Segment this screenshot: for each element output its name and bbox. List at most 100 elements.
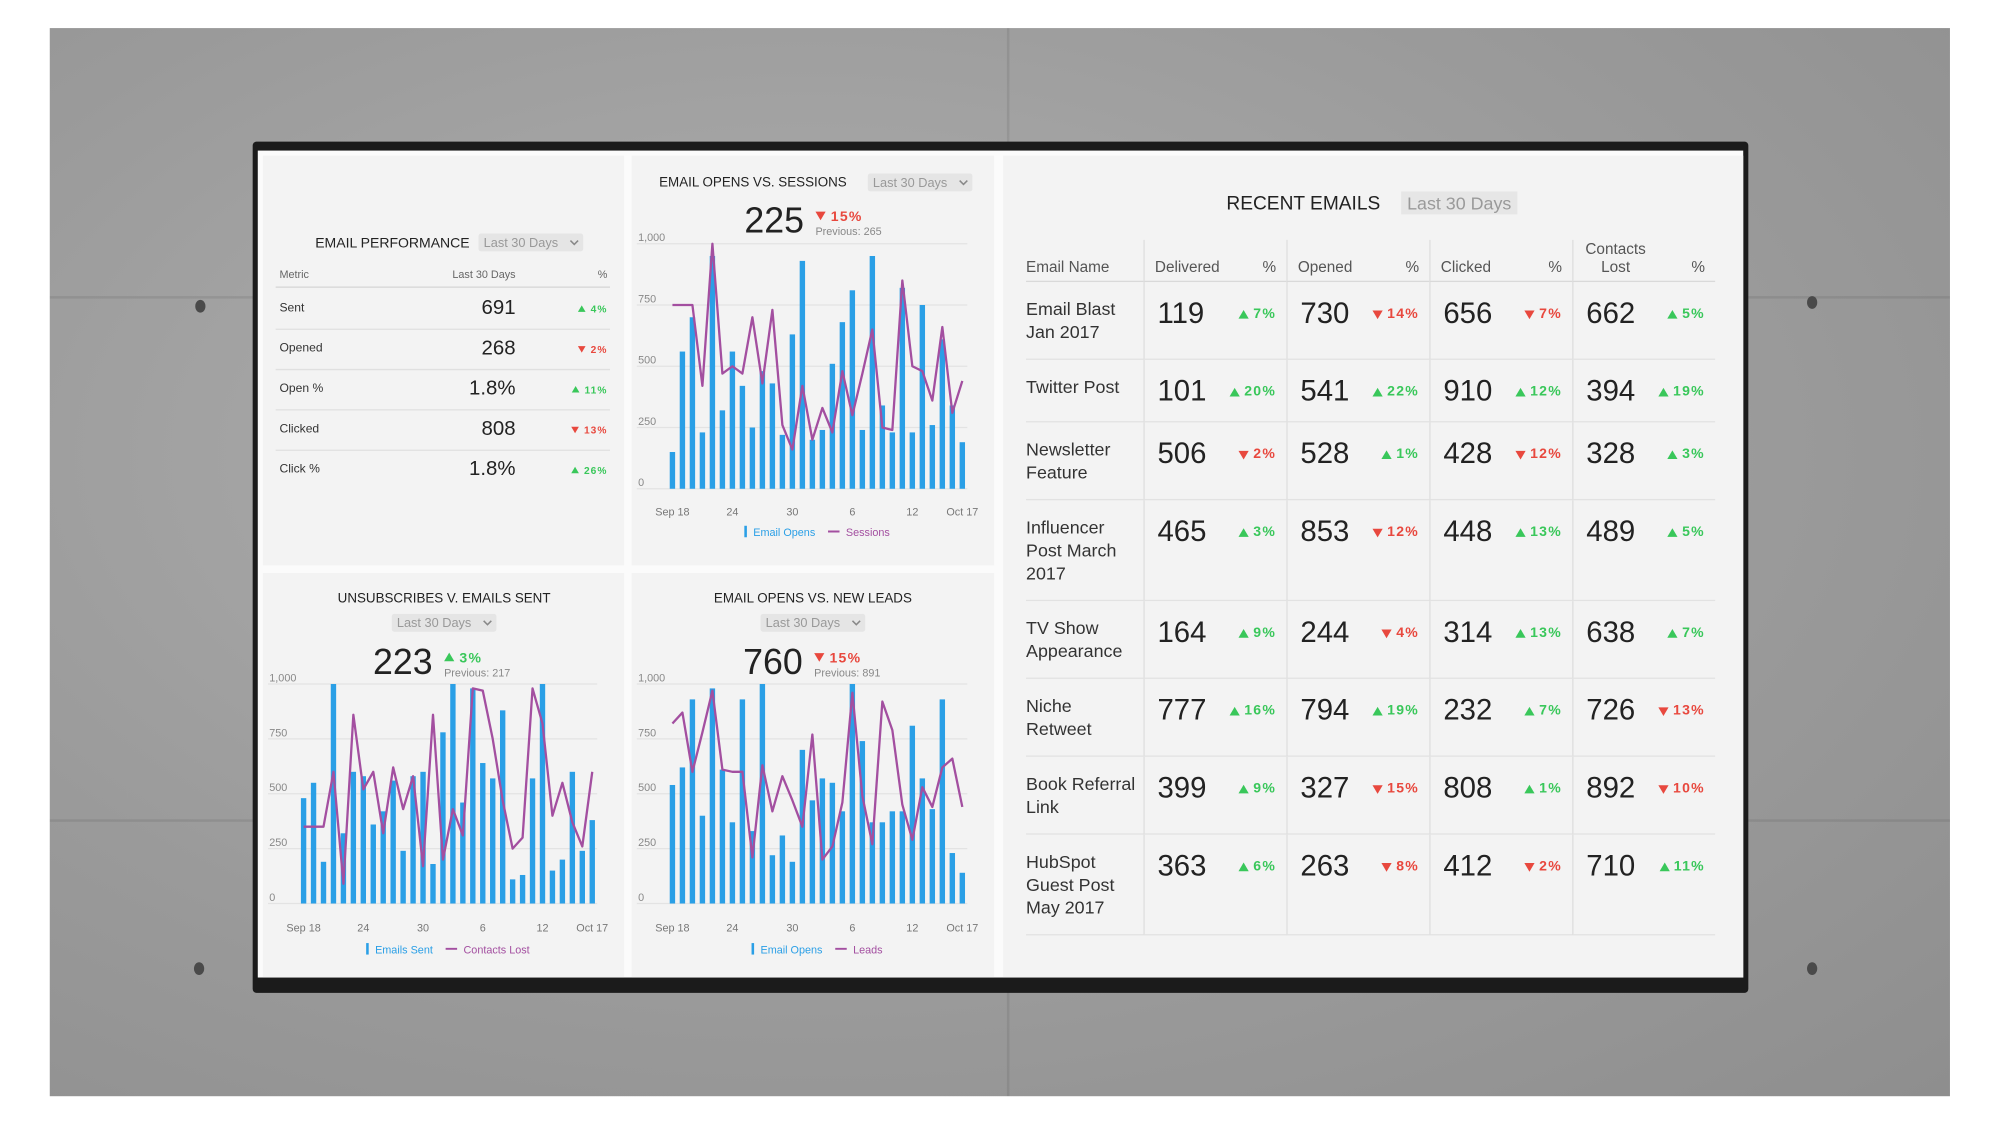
trend-icon: [1658, 784, 1669, 794]
table-title: EMAIL PERFORMANCE: [315, 235, 469, 251]
bar: [879, 405, 886, 489]
bar: [939, 699, 946, 904]
trend-icon: [1658, 387, 1669, 396]
bar: [430, 864, 436, 904]
y-tick-label: 1,000: [269, 672, 296, 684]
bar: [719, 410, 726, 489]
bar: [509, 879, 516, 904]
trend-arrow: [1372, 706, 1383, 715]
panel: EMAIL OPENS VS. NEW LEADS Last 30 Days 760…: [631, 572, 995, 978]
change-label: 7%: [1253, 306, 1277, 322]
legend: Email Opens Sessions: [744, 525, 890, 539]
email-name: Twitter Post: [1026, 360, 1144, 423]
cell-change: 9%: [1238, 625, 1276, 641]
x-tick-label: 24: [726, 923, 738, 935]
period-dropdown[interactable]: Last 30 Days: [867, 173, 973, 192]
trend-arrow: [1658, 784, 1669, 794]
bar: [739, 699, 746, 904]
trend-arrow: [444, 652, 455, 662]
dropdown-chevron: [569, 240, 579, 246]
trend-icon: [1515, 387, 1526, 396]
x-tick-label: 24: [357, 923, 369, 935]
kpi-previous: Previous: 891: [814, 667, 880, 679]
trend-icon: [1524, 862, 1535, 872]
table-cell: 808 1%: [1429, 756, 1573, 835]
legend-label: Leads: [853, 944, 883, 956]
period-dropdown[interactable]: Last 30 Days: [391, 613, 497, 632]
bar: [799, 260, 806, 489]
change-label: 12%: [1387, 524, 1420, 540]
change-label: 3%: [1682, 446, 1705, 462]
trend-icon: [1372, 387, 1383, 396]
trend-arrow: [1658, 387, 1669, 396]
cell-change: 12%: [1515, 384, 1562, 399]
trend-arrow: [815, 211, 826, 221]
y-tick-label: 250: [638, 837, 656, 849]
period-dropdown[interactable]: Last 30 Days: [1400, 191, 1518, 215]
cell-value: 808: [1443, 770, 1493, 804]
bar: [360, 776, 367, 904]
trend-arrow: [1667, 449, 1678, 459]
bar: [909, 432, 916, 489]
table-cell: 363 6%: [1143, 834, 1287, 936]
line: [303, 687, 594, 885]
table-cell: 412 2%: [1429, 834, 1573, 936]
trend-arrow: [1372, 309, 1383, 319]
cell-change: 3%: [1238, 524, 1276, 540]
bar: [909, 725, 916, 904]
bar: [669, 784, 676, 904]
trend-icon: [1381, 862, 1392, 872]
cell-value: 428: [1443, 436, 1493, 470]
trend-arrow: [1381, 862, 1392, 872]
column-header: %: [1548, 257, 1563, 276]
cell-value: 853: [1300, 514, 1350, 548]
panel: [1003, 155, 1744, 978]
change-label: 6%: [1253, 858, 1277, 875]
line: [672, 242, 964, 451]
cell-change: 13%: [1658, 703, 1705, 718]
bar: [919, 304, 926, 489]
bar: [529, 778, 536, 904]
period-dropdown[interactable]: Last 30 Days: [478, 233, 584, 252]
table-cell: 528 1%: [1286, 422, 1430, 501]
wall-bolt: [1807, 962, 1818, 975]
metric-label: Sent: [279, 300, 305, 314]
bar: [499, 710, 506, 904]
kpi-previous: Previous: 217: [444, 667, 510, 679]
dropdown-chevron: [851, 620, 861, 626]
table-cell: 662 5%: [1572, 282, 1716, 360]
trend-icon: [1515, 527, 1526, 537]
bar: [839, 811, 846, 904]
panel-svg: EMAIL PERFORMANCE Last 30 Days Metric Last …: [275, 233, 610, 480]
period-dropdown[interactable]: Last 30 Days: [760, 613, 866, 632]
y-tick-label: 0: [638, 477, 644, 489]
bar: [939, 339, 946, 489]
bar: [460, 802, 466, 904]
trend-arrow: [1515, 387, 1526, 396]
trend-arrow: [814, 653, 825, 662]
change-label: 13%: [1530, 524, 1563, 540]
dropdown-label: Last 30 Days: [873, 175, 947, 190]
trend-arrow: [1229, 706, 1240, 715]
table-cell: 328 3%: [1572, 422, 1716, 501]
kpi-change: 15%: [831, 208, 863, 224]
bar: [689, 317, 696, 489]
cell-change: 12%: [1515, 447, 1562, 462]
panel-svg: UNSUBSCRIBES V. EMAILS SENT Last 30 Days 2…: [267, 590, 608, 956]
table-title: RECENT EMAILS: [1226, 192, 1381, 215]
trend-arrow: [577, 305, 586, 312]
change-label: 9%: [1253, 781, 1277, 797]
metric-change: 13%: [584, 426, 607, 437]
y-tick-label: 500: [269, 782, 287, 794]
bar: [679, 767, 686, 904]
bar: [769, 383, 776, 489]
bar: [470, 688, 476, 904]
trend-icon: [1229, 706, 1240, 715]
cell-value: 328: [1586, 436, 1636, 470]
cell-change: 5%: [1667, 306, 1705, 322]
metric-label: Clicked: [279, 421, 319, 435]
trend-arrow: [1524, 309, 1535, 319]
cell-value: 794: [1300, 692, 1350, 727]
